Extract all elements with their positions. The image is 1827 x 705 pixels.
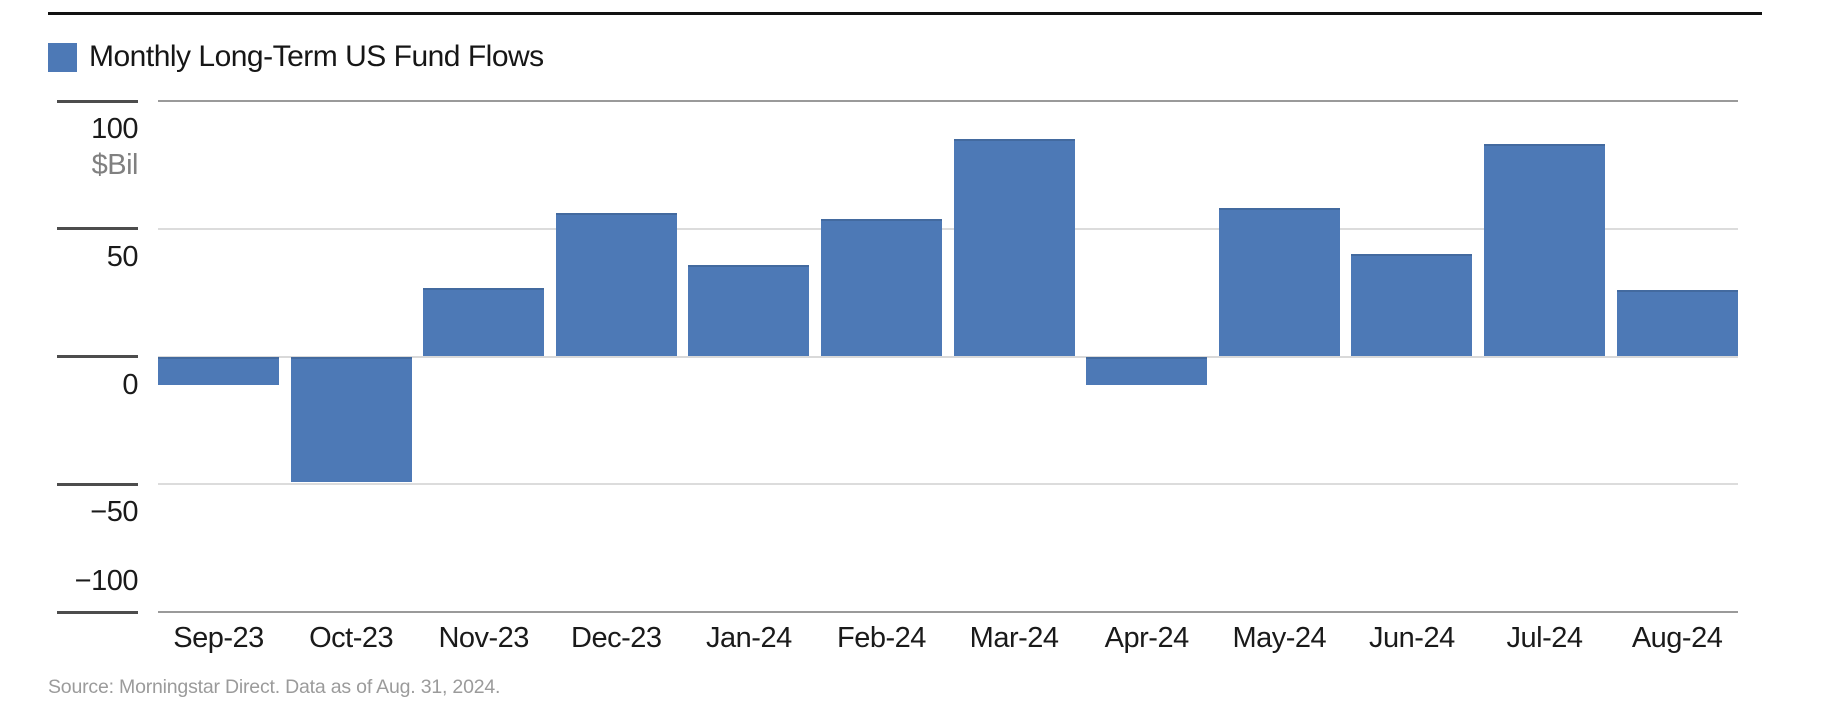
bar-may-24 — [1219, 208, 1340, 357]
legend-swatch-icon — [48, 42, 77, 72]
x-tick-label-sep-23: Sep-23 — [173, 622, 264, 654]
x-tick-label-oct-23: Oct-23 — [309, 622, 394, 654]
gridline--100 — [158, 611, 1738, 613]
bar-jul-24 — [1484, 144, 1605, 357]
x-tick-label-dec-23: Dec-23 — [571, 622, 662, 654]
legend: Monthly Long-Term US Fund Flows — [48, 40, 544, 74]
y-tick-label--50: −50 — [90, 496, 138, 529]
y-tick-100 — [57, 99, 138, 103]
y-tick-label-50: 50 — [106, 240, 139, 273]
x-tick-label-nov-23: Nov-23 — [438, 622, 529, 654]
chart-title: Monthly Long-Term US Fund Flows — [89, 40, 544, 73]
x-tick-label-aug-24: Aug-24 — [1631, 622, 1723, 654]
y-tick--100 — [57, 610, 138, 614]
y-tick-label--100: −100 — [74, 565, 139, 597]
top-rule — [48, 12, 1762, 15]
bar-nov-23 — [423, 287, 544, 357]
bar-oct-23 — [291, 356, 412, 482]
gridline-50 — [158, 227, 1738, 230]
gridline--50 — [158, 483, 1738, 486]
bar-apr-24 — [1086, 356, 1207, 385]
x-tick-label-mar-24: Mar-24 — [969, 622, 1059, 654]
x-tick-label-may-24: May-24 — [1232, 622, 1327, 654]
y-tick-label-0: 0 — [122, 368, 138, 401]
y-tick--50 — [57, 482, 138, 486]
x-tick-label-apr-24: Apr-24 — [1104, 622, 1190, 654]
bar-jun-24 — [1351, 254, 1472, 357]
gridline-100 — [158, 100, 1738, 102]
gridline-0 — [158, 355, 1738, 358]
x-tick-label-jul-24: Jul-24 — [1506, 622, 1584, 654]
x-tick-label-jan-24: Jan-24 — [706, 622, 792, 654]
y-tick-50 — [57, 227, 138, 231]
bar-feb-24 — [821, 218, 942, 357]
y-tick-label-100: 100 — [91, 113, 138, 145]
source-note: Source: Morningstar Direct. Data as of A… — [48, 676, 501, 698]
plot-area — [158, 100, 1738, 613]
bar-mar-24 — [954, 139, 1075, 357]
bar-jan-24 — [688, 264, 809, 357]
bar-aug-24 — [1617, 290, 1738, 357]
bar-dec-23 — [556, 213, 677, 357]
x-tick-label-jun-24: Jun-24 — [1369, 622, 1455, 654]
y-axis-unit-label: $Bil — [91, 149, 139, 181]
x-tick-label-feb-24: Feb-24 — [837, 622, 926, 654]
bar-sep-23 — [158, 356, 279, 385]
y-tick-0 — [57, 355, 138, 358]
